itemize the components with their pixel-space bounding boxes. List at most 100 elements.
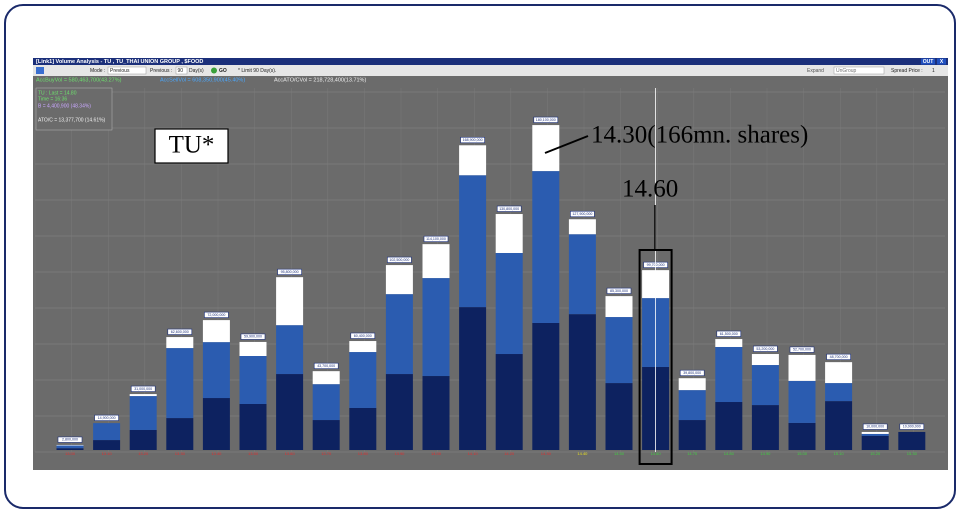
tu-label: TU* <box>169 132 215 159</box>
value-label-box <box>167 328 193 335</box>
x-tick-label: 13.60 <box>285 451 296 456</box>
summary-sell: AccSellVol = 608,350,900(45.40%) <box>160 77 245 83</box>
bar-segment <box>495 252 523 355</box>
x-tick-label: 13.80 <box>358 451 369 456</box>
bar-segment <box>349 341 377 353</box>
out-button[interactable] <box>921 58 935 65</box>
close-button[interactable] <box>937 58 946 65</box>
go-icon[interactable] <box>211 67 217 74</box>
value-label-box <box>423 235 449 242</box>
x-tick-label: 15.20 <box>870 451 881 456</box>
bar-segment <box>129 394 157 397</box>
bar-segment <box>715 402 743 450</box>
value-label: 127,900,000 <box>572 212 592 216</box>
window-title: [Link1] Volume Analysis - TU , TU_THAI U… <box>36 59 203 65</box>
x-tick-label: 14.40 <box>577 451 588 456</box>
bar-segment <box>202 398 230 450</box>
value-label-box <box>240 333 266 340</box>
bar-segment <box>751 405 779 450</box>
value-label: 39,800,000 <box>683 371 701 375</box>
toolbar-icon[interactable] <box>36 67 44 74</box>
mode-select[interactable] <box>107 66 147 75</box>
go-label[interactable]: GO <box>219 68 227 74</box>
title-bar <box>33 58 948 65</box>
value-label: 60,400,000 <box>354 334 372 338</box>
bar-segment <box>788 380 816 423</box>
value-label-box <box>130 385 156 392</box>
bar-segment <box>312 371 340 385</box>
bar-segment <box>678 390 706 421</box>
bar-segment <box>93 423 121 441</box>
value-label-box <box>496 205 522 212</box>
bar-segment <box>861 431 889 434</box>
value-label-box <box>679 369 705 376</box>
close-label: X <box>940 59 944 65</box>
bar-segment <box>385 265 413 295</box>
value-label-box <box>94 414 119 421</box>
bar-segment <box>605 317 633 384</box>
bar-segment <box>166 337 194 349</box>
x-tick-label: 13.40 <box>211 451 222 456</box>
mode-label: Mode : <box>90 68 105 74</box>
bar-segment <box>459 145 487 176</box>
limit-note: * Limit 90 Day(s). <box>238 68 276 74</box>
expand-label[interactable]: Expand <box>807 68 824 74</box>
bar-segment <box>568 314 596 450</box>
days-input[interactable] <box>175 66 188 75</box>
bar-segment <box>715 346 743 403</box>
out-label: OUT <box>923 59 934 65</box>
value-label-box <box>716 330 742 337</box>
bar-segment <box>312 420 340 450</box>
x-tick-label: 14.70 <box>687 451 698 456</box>
bar-segment <box>276 277 304 326</box>
value-label: 31,000,000 <box>134 387 152 391</box>
value-label: 180,100,000 <box>536 118 556 122</box>
bar-segment <box>422 376 450 450</box>
bar-segment <box>678 420 706 450</box>
group-select[interactable] <box>833 66 885 75</box>
days-value: 90 <box>178 68 184 74</box>
x-tick-label: 14.90 <box>760 451 771 456</box>
value-label-box <box>862 423 888 430</box>
value-label: 168,900,000 <box>463 138 483 142</box>
value-label: 2,800,000 <box>62 438 78 442</box>
x-tick-label: 15.30 <box>907 451 918 456</box>
value-label-box <box>277 268 302 275</box>
bar-segment <box>861 435 889 450</box>
bar-segment <box>532 171 560 323</box>
x-tick-label: 14.10 <box>468 451 479 456</box>
bar-segment <box>349 407 377 450</box>
x-tick-label: 14.20 <box>504 451 515 456</box>
value-label-box <box>826 353 851 360</box>
value-label: 48,700,000 <box>830 355 848 359</box>
bar-segment <box>532 322 560 450</box>
bar-segment <box>349 352 377 408</box>
bar-segment <box>56 445 84 449</box>
previous-label: Previous : <box>150 68 172 74</box>
group-value: UnGroup <box>836 68 857 74</box>
info-time: Time = 16:36 <box>38 96 67 102</box>
bar-segment <box>129 396 157 430</box>
x-tick-label: 15.10 <box>834 451 845 456</box>
bar-segment <box>568 234 596 315</box>
summary-ato: AccATO/CVol = 218,728,400(13.71%) <box>274 77 366 83</box>
value-label: 62,600,000 <box>171 330 189 334</box>
bar-segment <box>385 374 413 450</box>
x-tick-label: 14.30 <box>541 451 552 456</box>
bar-segment <box>825 383 853 402</box>
info-ato: ATO/C = 13,377,700 (14.61%) <box>38 117 106 123</box>
spread-value: 1 <box>932 68 935 74</box>
price-annotation: 14.60 <box>622 176 678 203</box>
bar-segment <box>495 354 523 450</box>
x-tick-label: 13.10 <box>102 451 113 456</box>
plot: 2,800,000 13.00 14,900,000 13.10 31,000,000 1… <box>56 88 926 465</box>
x-tick-label: 14.80 <box>724 451 735 456</box>
bar-segment <box>495 214 523 253</box>
bar-segment <box>93 440 121 450</box>
value-label: 10,000,000 <box>866 425 884 429</box>
bar-segment <box>276 374 304 450</box>
value-label: 14,900,000 <box>98 416 116 420</box>
x-tick-label: 13.50 <box>248 451 259 456</box>
bar-segment <box>422 244 450 279</box>
x-tick-label: 13.30 <box>175 451 186 456</box>
